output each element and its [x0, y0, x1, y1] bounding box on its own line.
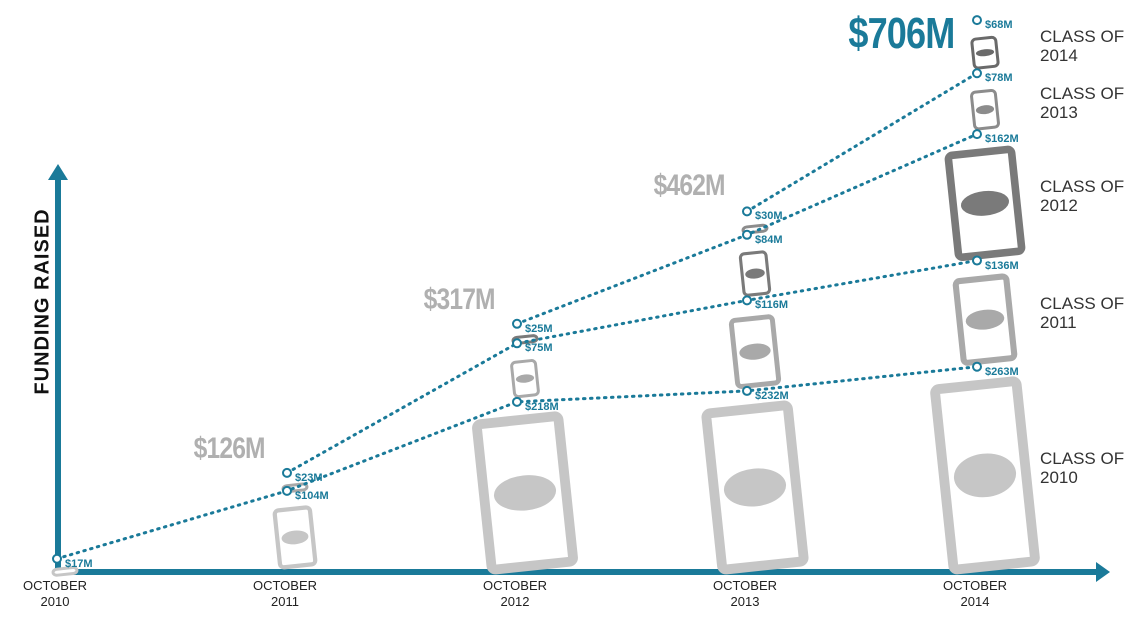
value-label: $136M	[985, 259, 1019, 272]
x-axis-arrow	[1096, 562, 1110, 582]
legend-label: CLASS OF 2014	[1040, 26, 1125, 65]
bill-seal	[515, 374, 535, 383]
value-label: $218M	[525, 400, 559, 413]
x-tick-label: OCTOBER 2014	[942, 578, 1008, 609]
bill-seal	[975, 105, 995, 115]
value-label: $162M	[985, 133, 1019, 146]
data-point	[742, 295, 752, 306]
data-point	[972, 15, 982, 26]
value-label: $104M	[295, 489, 329, 502]
y-axis-arrow	[48, 164, 68, 180]
data-point	[52, 553, 62, 564]
data-point	[742, 385, 752, 396]
data-point	[742, 229, 752, 240]
money-bill	[51, 566, 79, 577]
x-tick-label: OCTOBER 2010	[22, 578, 88, 609]
value-label: $84M	[755, 233, 783, 246]
bill-seal	[745, 268, 765, 279]
value-label: $78M	[985, 72, 1013, 85]
series-line	[285, 259, 979, 475]
value-label: $75M	[525, 342, 553, 355]
total-label: $317M	[423, 282, 496, 316]
legend-label: CLASS OF 2011	[1040, 293, 1125, 332]
data-point	[972, 129, 982, 140]
bill-seal	[493, 475, 557, 511]
bill-seal	[953, 453, 1017, 498]
total-label: $706M	[848, 8, 955, 58]
legend-label: CLASS OF 2013	[1040, 83, 1125, 122]
x-tick-label: OCTOBER 2011	[252, 578, 318, 609]
value-label: $232M	[755, 389, 789, 402]
series-line	[745, 71, 979, 213]
y-axis-label: FUNDING RAISED	[31, 208, 54, 395]
data-point	[972, 361, 982, 372]
x-tick-label: OCTOBER 2012	[482, 578, 548, 609]
value-label: $23M	[295, 471, 323, 484]
value-label: $17M	[65, 557, 93, 570]
bill-seal	[965, 309, 1005, 330]
bill-seal	[975, 49, 995, 57]
data-point	[512, 338, 522, 349]
data-point	[282, 485, 292, 496]
data-point	[742, 206, 752, 217]
data-point	[972, 255, 982, 266]
data-point	[512, 318, 522, 329]
series-line	[55, 365, 979, 561]
legend-label: CLASS OF 2010	[1040, 449, 1125, 488]
value-label: $68M	[985, 19, 1013, 32]
bill-seal	[723, 468, 787, 507]
legend-label: CLASS OF 2012	[1040, 177, 1125, 216]
bill-seal	[281, 530, 309, 545]
value-label: $30M	[755, 210, 783, 223]
bill-seal	[960, 190, 1010, 216]
data-point	[972, 68, 982, 79]
value-label: $25M	[525, 322, 553, 335]
x-tick-label: OCTOBER 2013	[712, 578, 778, 609]
value-label: $116M	[755, 299, 789, 312]
total-label: $126M	[193, 431, 266, 465]
value-label: $263M	[985, 365, 1019, 378]
total-label: $462M	[653, 169, 726, 203]
data-point	[282, 467, 292, 478]
bill-seal	[739, 343, 771, 360]
data-point	[512, 396, 522, 407]
